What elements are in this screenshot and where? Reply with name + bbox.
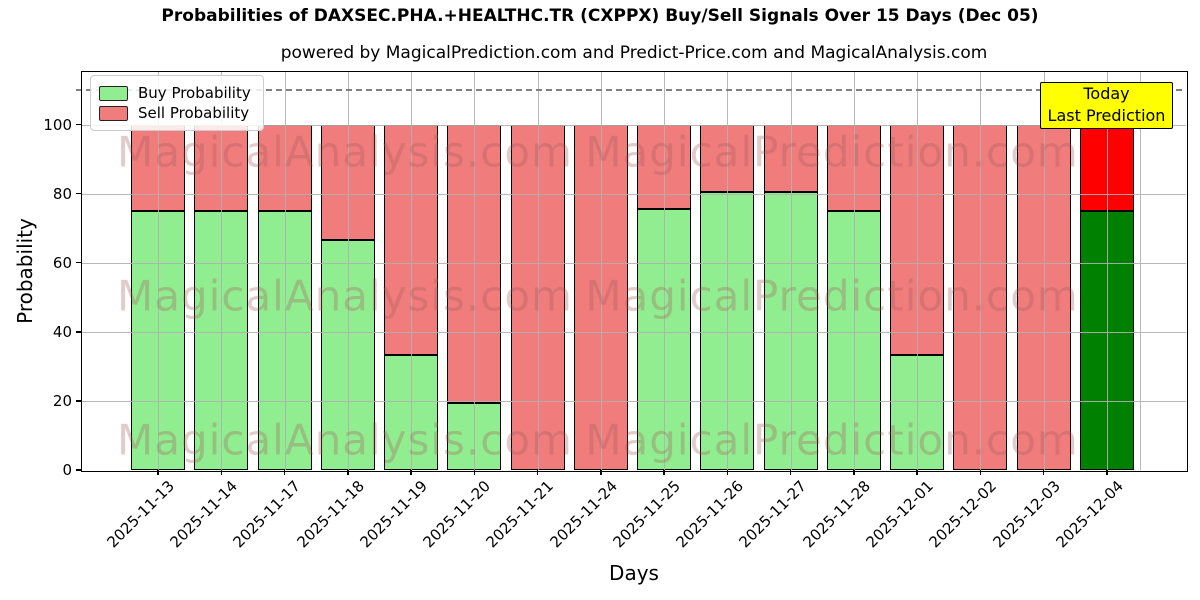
v-gridline [727,72,729,470]
x-tick-label-text: 2025-12-02 [925,477,1001,552]
y-axis-label: Probability [13,218,37,324]
legend: Buy Probability Sell Probability [90,75,264,131]
legend-label-sell: Sell Probability [138,104,250,122]
plot-area: MagicalAnalysis.com MagicalPrediction.com… [76,70,1188,472]
x-tick-mark [853,470,855,475]
v-gridline [1140,72,1141,470]
x-tick-mark [1042,470,1045,475]
legend-label-buy: Buy Probability [138,84,251,102]
x-tick-label-text: 2025-11-21 [482,477,558,552]
x-tick-label-text: 2025-12-01 [862,477,937,552]
x-tick-mark [663,470,665,475]
sell-swatch-icon [99,105,128,121]
watermark-text: MagicalPrediction.com [585,127,1079,177]
x-tick-mark [979,470,982,475]
y-tick-mark [75,400,81,402]
y-tick-label: 80 [52,184,72,203]
chart-title: Probabilities of DAXSEC.PHA.+HEALTHC.TR … [161,6,1039,26]
v-gridline [980,72,982,470]
x-tick-mark [410,470,412,475]
y-tick-label: 20 [52,391,72,410]
v-gridline [537,72,539,470]
h-gridline [82,193,1186,195]
today-annotation-line1: Today [1083,84,1130,103]
x-tick-label-text: 2025-12-03 [989,477,1064,552]
h-gridline [82,262,1186,264]
x-tick-mark [1106,470,1108,475]
v-gridline [1043,72,1045,470]
x-tick-label-text: 2025-11-18 [293,477,368,552]
v-gridline [158,72,159,470]
y-tick-label: 0 [62,461,72,479]
v-gridline [917,72,919,470]
x-tick-label-text: 2025-11-17 [229,477,305,552]
x-tick-label-text: 2025-11-24 [546,477,621,552]
x-tick-label-text: 2025-11-26 [672,477,748,552]
x-axis-label: Days [609,561,659,585]
legend-item-sell: Sell Probability [99,104,251,122]
v-gridline [600,72,602,470]
x-tick-mark [726,470,729,475]
v-gridline [474,72,476,470]
x-tick-label-text: 2025-12-04 [1052,477,1127,552]
x-tick-mark [473,470,476,475]
v-gridline [284,72,286,470]
x-tick-label-text: 2025-11-20 [419,477,495,552]
v-gridline [664,72,666,470]
v-gridline [221,72,223,470]
h-gridline [82,400,1186,402]
v-gridline [790,72,792,470]
legend-item-buy: Buy Probability [99,84,251,102]
v-gridline [853,72,855,470]
y-tick-mark [75,192,81,195]
chart-subtitle: powered by MagicalPrediction.com and Pre… [280,43,988,63]
watermark-text: MagicalPrediction.com [585,415,1079,465]
x-tick-mark [916,470,918,475]
x-tick-mark [157,470,159,475]
y-tick-label: 100 [43,115,72,134]
x-tick-label-text: 2025-11-27 [736,477,811,552]
watermark-text: MagicalPrediction.com [585,271,1079,321]
y-tick-label: 60 [52,253,72,272]
x-tick-label-text: 2025-11-13 [103,477,178,552]
x-tick-mark [220,470,223,475]
watermark-text: MagicalAnalysis.com [117,127,573,177]
today-annotation-line2: Last Prediction [1047,106,1166,126]
watermark-text: MagicalAnalysis.com [117,415,573,465]
v-gridline [1107,72,1108,470]
v-gridline [411,72,413,470]
x-tick-mark [283,470,286,475]
x-tick-label-text: 2025-11-14 [166,477,241,552]
h-gridline [82,124,1186,126]
y-tick-mark [75,261,81,264]
x-tick-label-text: 2025-11-19 [356,477,431,552]
h-gridline [82,331,1186,333]
x-tick-label-text: 2025-11-28 [799,477,874,552]
threshold-dashed-line [76,88,1186,91]
x-tick-mark [347,470,349,475]
x-tick-mark [600,470,602,475]
v-gridline [347,72,349,470]
y-tick-label: 40 [52,322,72,341]
y-tick-mark [75,123,81,126]
x-tick-mark [536,470,539,475]
y-tick-mark [75,331,81,333]
buy-swatch-icon [99,85,128,101]
watermark-text: MagicalAnalysis.com [117,271,573,321]
x-tick-label-text: 2025-11-25 [609,477,684,552]
today-annotation-box: Today Last Prediction [1040,82,1173,129]
y-tick-mark [75,469,81,471]
x-tick-mark [789,470,792,475]
